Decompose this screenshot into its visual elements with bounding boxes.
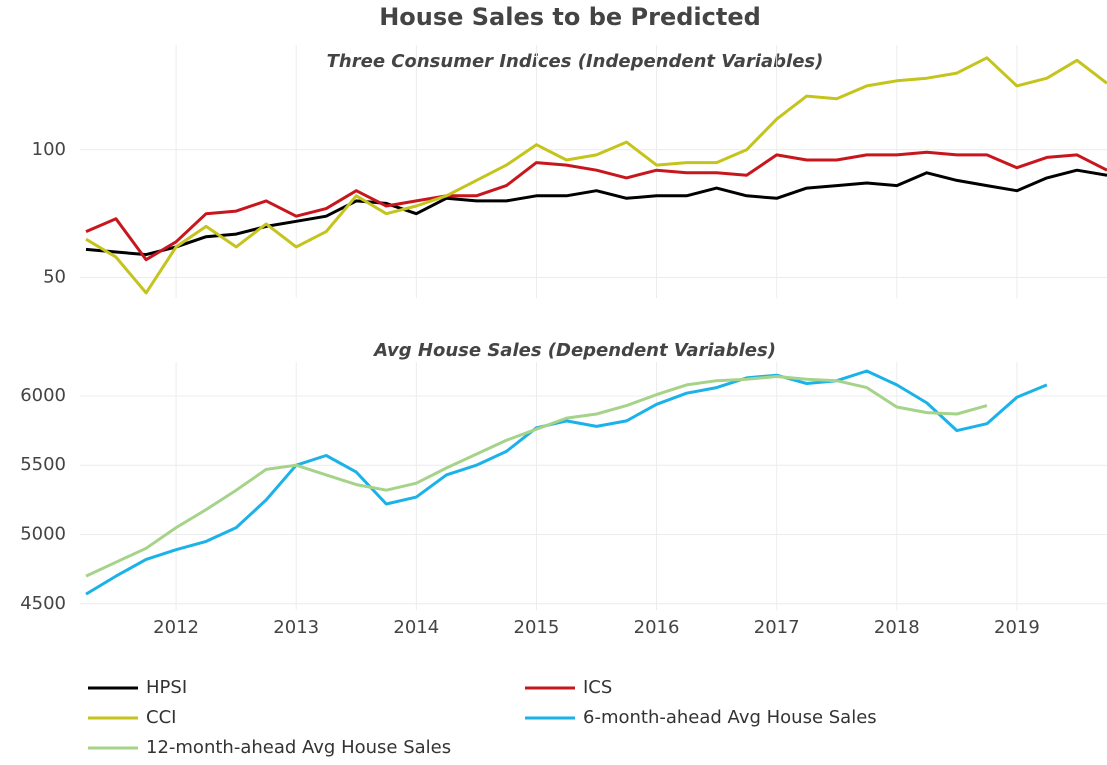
y-tick-label: 5000: [20, 523, 66, 544]
y-tick-label: 50: [43, 267, 66, 288]
y-tick-label: 4500: [20, 593, 66, 614]
x-tick-label: 2018: [874, 617, 920, 638]
x-tick-label: 2015: [514, 617, 560, 638]
series-line: [85, 168, 1107, 257]
y-tick-label: 5500: [20, 454, 66, 475]
series-line: [85, 375, 988, 578]
x-tick-label: 2012: [153, 617, 199, 638]
x-tick-label: 2013: [273, 617, 319, 638]
series-line: [85, 56, 1107, 295]
series-line: [85, 150, 1107, 262]
x-tick-label: 2014: [393, 617, 439, 638]
x-tick-label: 2016: [634, 617, 680, 638]
x-tick-label: 2019: [994, 617, 1040, 638]
series-line: [85, 369, 1048, 596]
y-tick-label: 100: [32, 139, 66, 160]
legend-label: 12-month-ahead Avg House Sales: [146, 737, 451, 758]
legend-label: ICS: [583, 677, 612, 698]
legend-label: CCI: [146, 707, 176, 728]
subplot-title: Three Consumer Indices (Independent Vari…: [327, 51, 824, 72]
subplot-title: Avg House Sales (Dependent Variables): [372, 340, 776, 361]
y-tick-label: 6000: [20, 385, 66, 406]
x-tick-label: 2017: [754, 617, 800, 638]
legend-label: HPSI: [146, 677, 187, 698]
chart-title: House Sales to be Predicted: [379, 3, 761, 31]
legend-label: 6-month-ahead Avg House Sales: [583, 707, 877, 728]
